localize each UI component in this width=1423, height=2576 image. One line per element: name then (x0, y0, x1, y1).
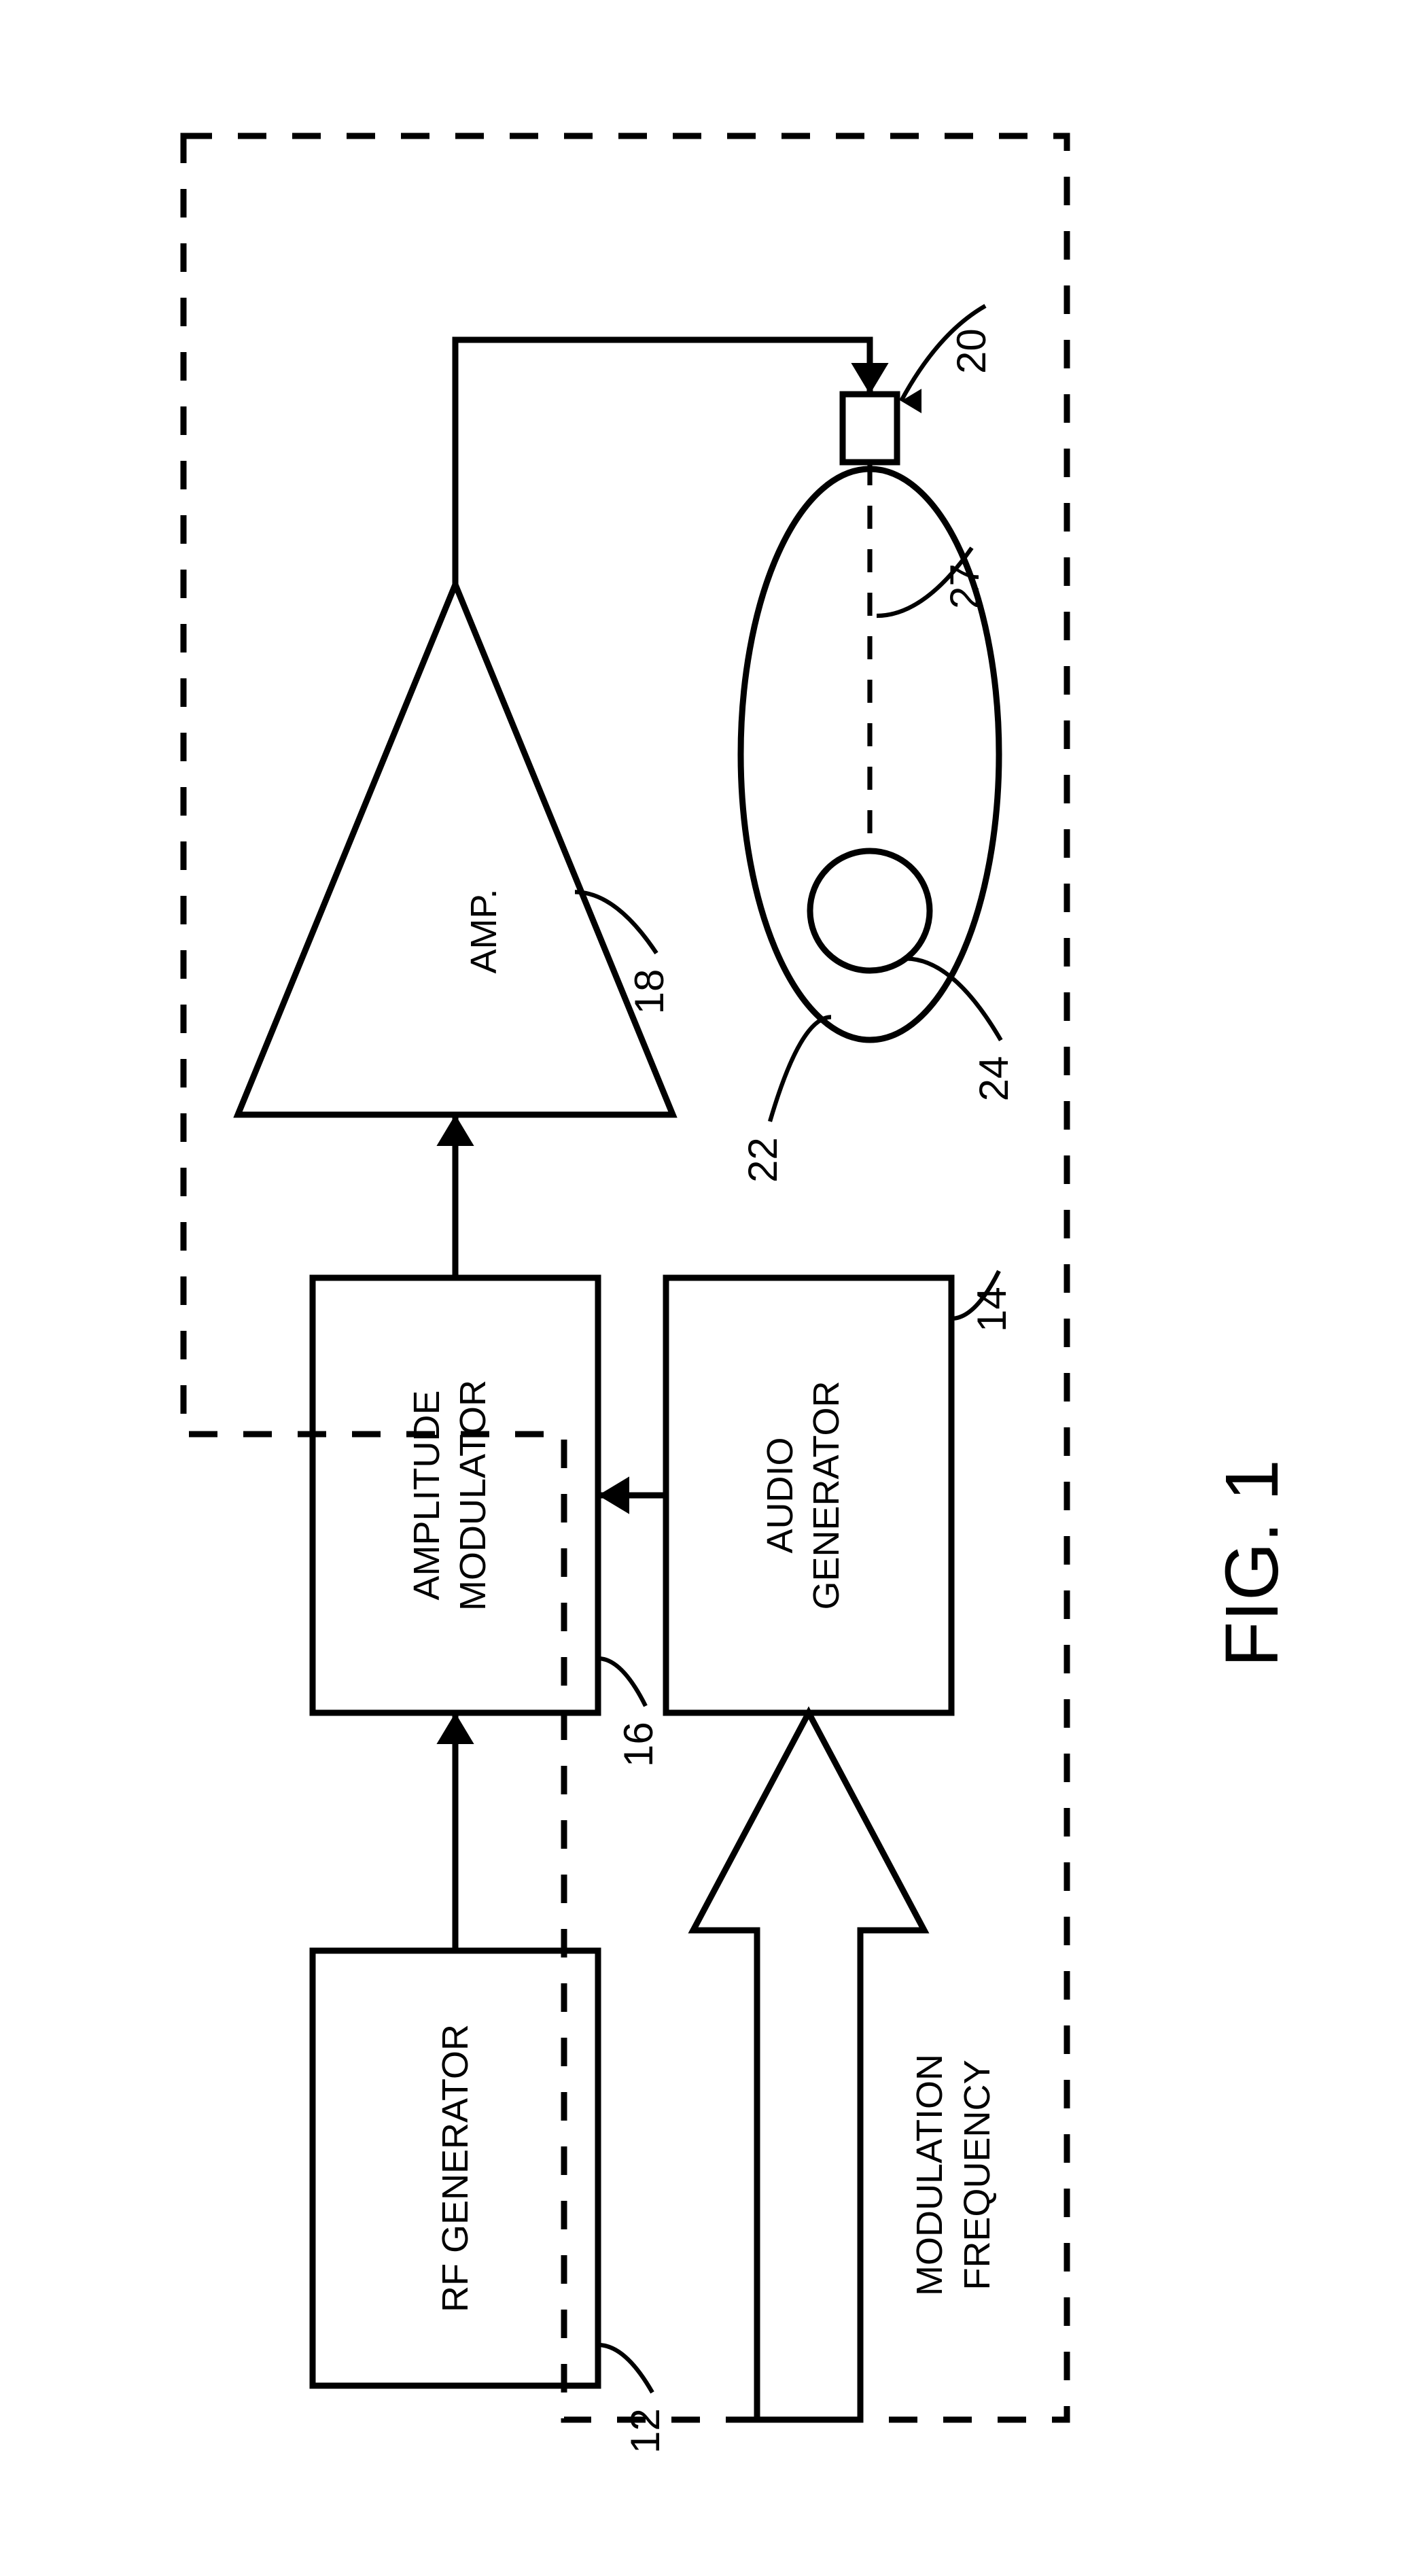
svg-text:18: 18 (627, 969, 672, 1015)
svg-text:MODULATION: MODULATION (909, 2054, 950, 2296)
svg-text:AMPLITUDE: AMPLITUDE (406, 1390, 447, 1600)
svg-text:MODULATOR: MODULATOR (453, 1380, 493, 1611)
svg-text:22: 22 (740, 1137, 786, 1183)
svg-text:AUDIO: AUDIO (760, 1437, 801, 1553)
svg-text:24: 24 (971, 1056, 1017, 1102)
svg-text:14: 14 (969, 1287, 1015, 1332)
svg-text:27: 27 (942, 563, 987, 609)
svg-text:FREQUENCY: FREQUENCY (957, 2059, 998, 2290)
svg-text:GENERATOR: GENERATOR (806, 1380, 847, 1609)
svg-text:20: 20 (949, 328, 994, 374)
svg-text:12: 12 (622, 2408, 668, 2454)
svg-text:RF GENERATOR: RF GENERATOR (435, 2024, 476, 2312)
svg-text:FIG. 1: FIG. 1 (1210, 1459, 1294, 1667)
svg-text:AMP.: AMP. (463, 888, 504, 973)
svg-text:16: 16 (616, 1722, 661, 1767)
